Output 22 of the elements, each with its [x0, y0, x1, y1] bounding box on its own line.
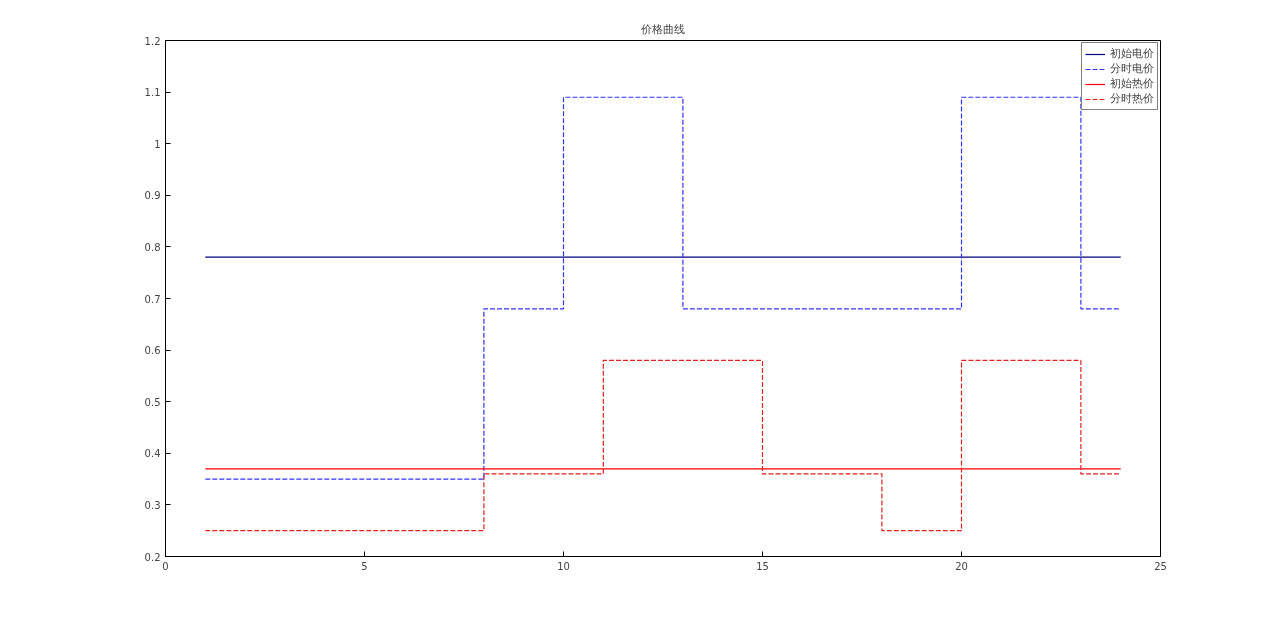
y-tick-label: 1 — [154, 138, 161, 150]
x-tick-label: 0 — [162, 560, 169, 572]
x-tick-label: 20 — [955, 560, 968, 572]
x-tick-label: 15 — [756, 560, 769, 572]
chart-title: 价格曲线 — [640, 22, 685, 36]
x-tick-label: 10 — [557, 560, 570, 572]
y-tick-label: 0.2 — [144, 551, 161, 563]
legend-label: 初始电价 — [1110, 46, 1154, 61]
y-tick-label: 0.4 — [144, 448, 161, 460]
y-tick-label: 0.9 — [144, 190, 161, 202]
legend-label: 初始热价 — [1110, 76, 1154, 91]
x-tick-label: 5 — [361, 560, 368, 572]
y-tick-label: 0.7 — [144, 293, 161, 305]
y-tick-label: 1.1 — [144, 87, 161, 99]
y-tick-label: 0.3 — [144, 499, 161, 511]
x-tick-label: 25 — [1154, 560, 1167, 572]
y-tick-label: 0.6 — [144, 345, 161, 357]
legend-label: 分时电价 — [1110, 61, 1154, 76]
y-tick-label: 0.8 — [144, 241, 161, 253]
legend-label: 分时热价 — [1110, 91, 1154, 106]
y-tick-label: 1.2 — [144, 35, 161, 47]
y-tick-label: 0.5 — [144, 396, 161, 408]
